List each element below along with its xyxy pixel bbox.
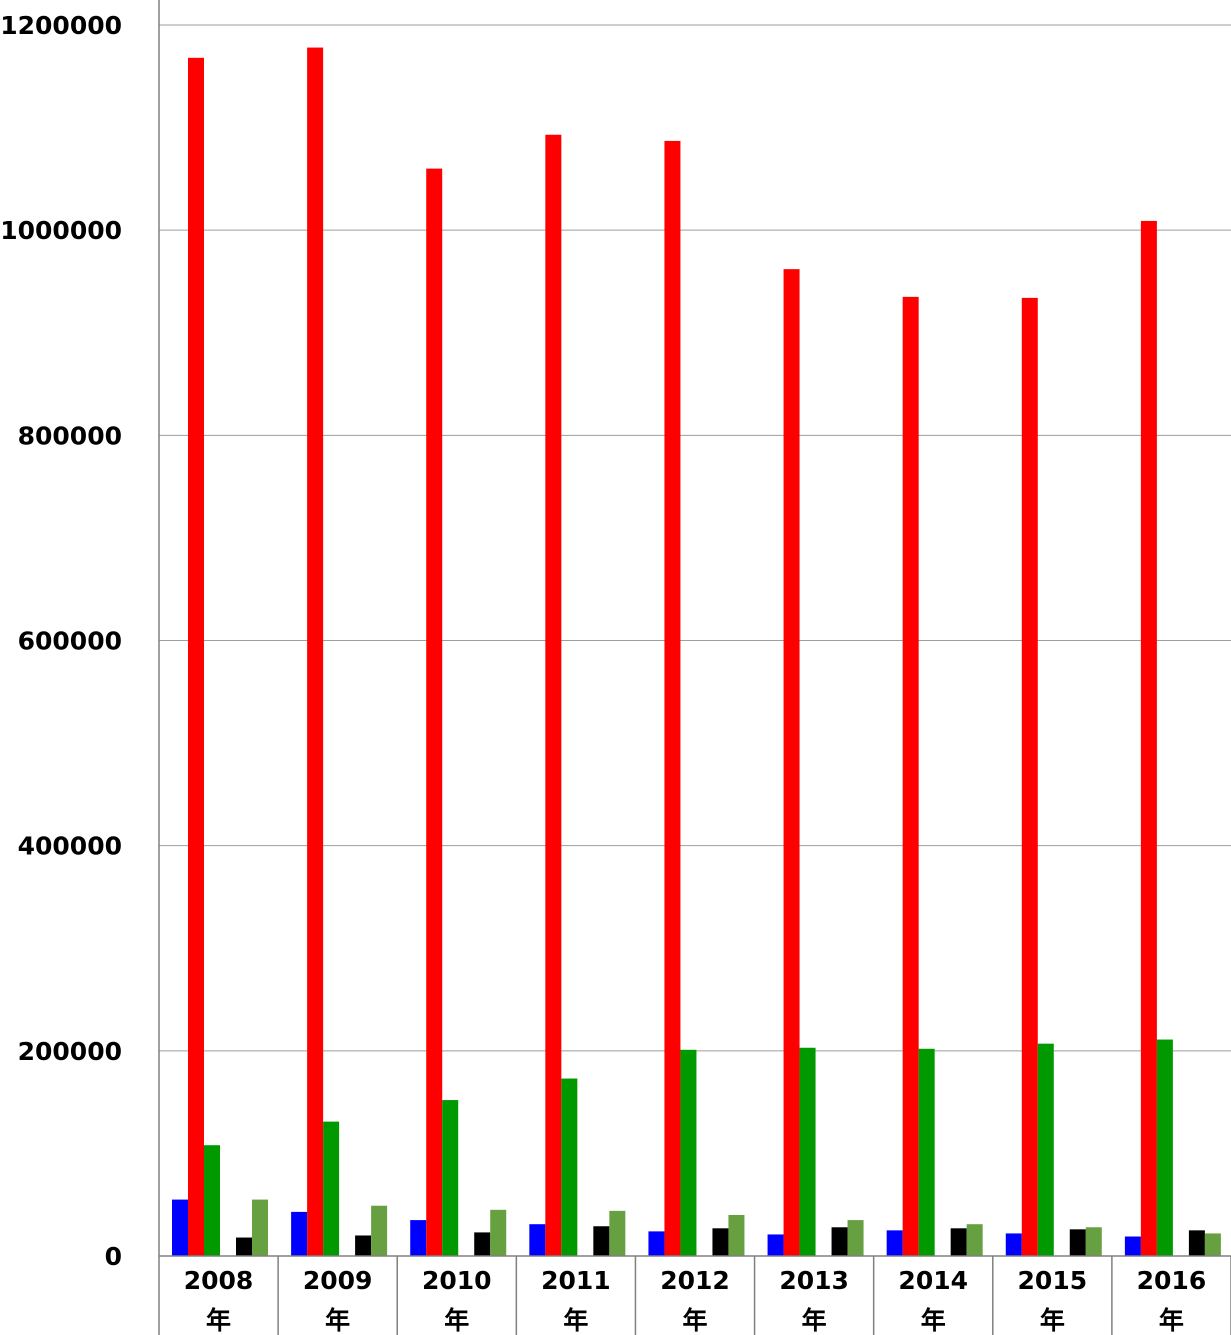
- bar: [323, 1121, 340, 1256]
- bar: [355, 1235, 372, 1256]
- x-axis-category-labels: 2008 年 2009 年 2010 年 2011 年 2012 年 2013 年 2014 年 2015 年…: [184, 1266, 1206, 1335]
- x-tick-label-suffix: 年: [802, 1306, 827, 1335]
- x-tick-label-suffix: 年: [444, 1306, 469, 1335]
- bar: [1204, 1233, 1221, 1256]
- x-tick-label-year: 2016: [1137, 1266, 1207, 1295]
- bar: [371, 1205, 388, 1256]
- bar: [609, 1210, 626, 1256]
- y-tick-label: 1200000: [0, 11, 122, 40]
- bar: [529, 1224, 546, 1256]
- bar: [1188, 1230, 1205, 1256]
- y-tick-label: 600000: [18, 627, 122, 656]
- bar: [204, 1145, 220, 1256]
- x-tick-label-suffix: 年: [1159, 1306, 1184, 1335]
- x-tick-label-suffix: 年: [206, 1306, 231, 1335]
- x-tick-label-suffix: 年: [563, 1306, 588, 1335]
- bar: [307, 47, 324, 1256]
- bar: [966, 1224, 983, 1256]
- bar: [664, 140, 681, 1256]
- bar: [950, 1228, 967, 1256]
- bar: [847, 1220, 864, 1256]
- x-tick-label-year: 2009: [303, 1266, 373, 1295]
- bar: [1069, 1229, 1086, 1256]
- x-tick-label-suffix: 年: [1040, 1306, 1065, 1335]
- bar: [712, 1228, 729, 1256]
- bar: [1124, 1236, 1141, 1256]
- bar: [252, 1199, 268, 1256]
- y-tick-label: 400000: [18, 832, 122, 861]
- bar: [648, 1231, 665, 1256]
- y-tick-label: 0: [105, 1242, 122, 1271]
- bar: [1005, 1233, 1022, 1256]
- bar: [593, 1226, 610, 1256]
- bar: [1021, 297, 1038, 1256]
- bar: [886, 1230, 903, 1256]
- bar: [1037, 1043, 1054, 1256]
- bar: [918, 1048, 935, 1256]
- bar: [561, 1078, 578, 1256]
- bars: [172, 47, 1221, 1257]
- x-tick-label-year: 2010: [422, 1266, 492, 1295]
- x-tick-label-suffix: 年: [682, 1306, 707, 1335]
- bar: [410, 1220, 427, 1256]
- bar: [767, 1234, 784, 1256]
- bar: [1085, 1227, 1102, 1256]
- bar: [188, 57, 204, 1257]
- bar: [545, 134, 562, 1256]
- x-tick-label-year: 2011: [541, 1266, 611, 1295]
- bar: [831, 1227, 848, 1256]
- x-tick-label-suffix: 年: [921, 1306, 946, 1335]
- x-tick-label-year: 2012: [660, 1266, 730, 1295]
- bar: [474, 1232, 491, 1256]
- bar: [1156, 1039, 1173, 1256]
- bar: [728, 1214, 745, 1256]
- bar: [490, 1209, 507, 1256]
- y-tick-label: 1000000: [0, 216, 122, 245]
- bar: [783, 269, 800, 1257]
- bar: [291, 1211, 308, 1256]
- x-tick-label-year: 2013: [779, 1266, 849, 1295]
- bar: [799, 1047, 816, 1256]
- y-tick-label: 200000: [18, 1037, 122, 1066]
- bar: [172, 1199, 188, 1256]
- bar: [902, 296, 919, 1256]
- y-axis-tick-labels: 0 200000 400000 600000 800000 1000000 1200000: [0, 11, 122, 1271]
- x-tick-label-suffix: 年: [325, 1306, 350, 1335]
- bar: [680, 1049, 697, 1256]
- axes: [158, 0, 1231, 1335]
- bar: [236, 1237, 252, 1256]
- y-tick-label: 800000: [18, 421, 122, 450]
- bar: [442, 1100, 459, 1256]
- x-tick-label-year: 2015: [1018, 1266, 1088, 1295]
- bar: [426, 168, 443, 1256]
- x-tick-label-year: 2008: [184, 1266, 254, 1295]
- x-tick-label-year: 2014: [898, 1266, 968, 1295]
- bar: [1140, 220, 1157, 1256]
